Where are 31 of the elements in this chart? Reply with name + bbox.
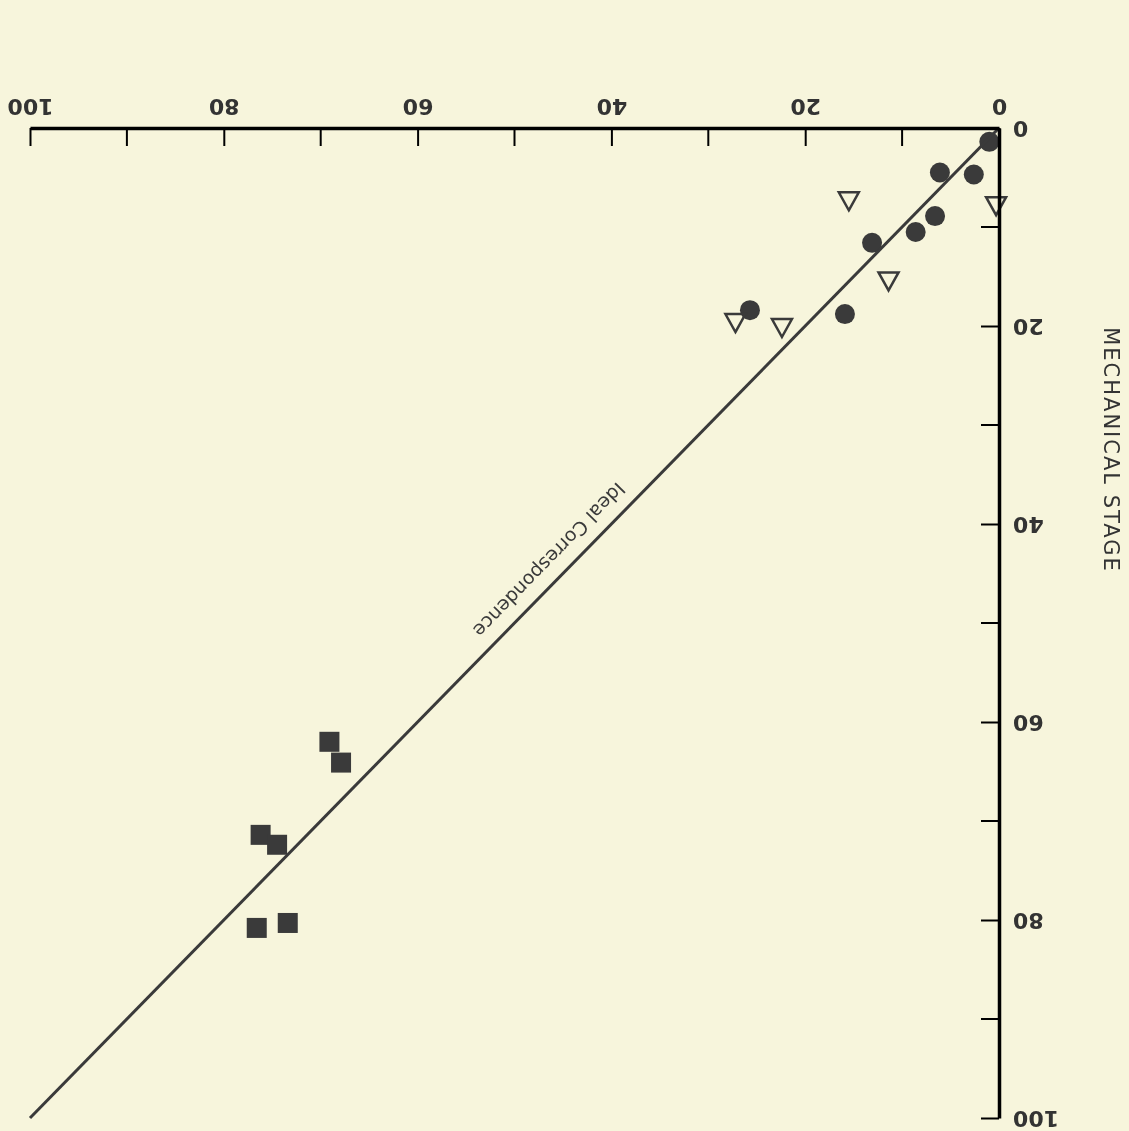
point: [834, 304, 855, 325]
x-tick-label: 80: [208, 94, 240, 119]
point: [877, 271, 900, 292]
y-tick-label: 60: [1013, 709, 1044, 735]
point: [984, 195, 1008, 217]
point: [250, 824, 271, 845]
point: [905, 221, 926, 242]
point: [929, 162, 950, 183]
point: [963, 164, 984, 185]
y-tick-label: 0: [1013, 115, 1029, 141]
point: [862, 232, 883, 253]
x-tick-label: 0: [991, 94, 1008, 119]
x-tick-label: 20: [790, 94, 822, 119]
point: [739, 300, 760, 321]
point: [319, 731, 340, 752]
x-tick-label: 60: [402, 94, 434, 119]
y-tick-label: 20: [1013, 313, 1044, 339]
point: [925, 206, 946, 227]
y-axis-title: MECHANICAL STAGE: [1099, 327, 1123, 573]
y-tick-label: 100: [1013, 1105, 1059, 1131]
y-tick-label: 40: [1013, 511, 1044, 537]
point: [724, 312, 747, 334]
point: [770, 317, 794, 339]
point: [277, 912, 298, 933]
point: [267, 834, 288, 855]
x-tick-label: 40: [596, 94, 628, 119]
point: [331, 752, 352, 773]
point: [837, 191, 861, 212]
y-tick-label: 80: [1013, 907, 1044, 933]
point: [246, 917, 267, 938]
x-tick-label: 100: [7, 94, 54, 119]
